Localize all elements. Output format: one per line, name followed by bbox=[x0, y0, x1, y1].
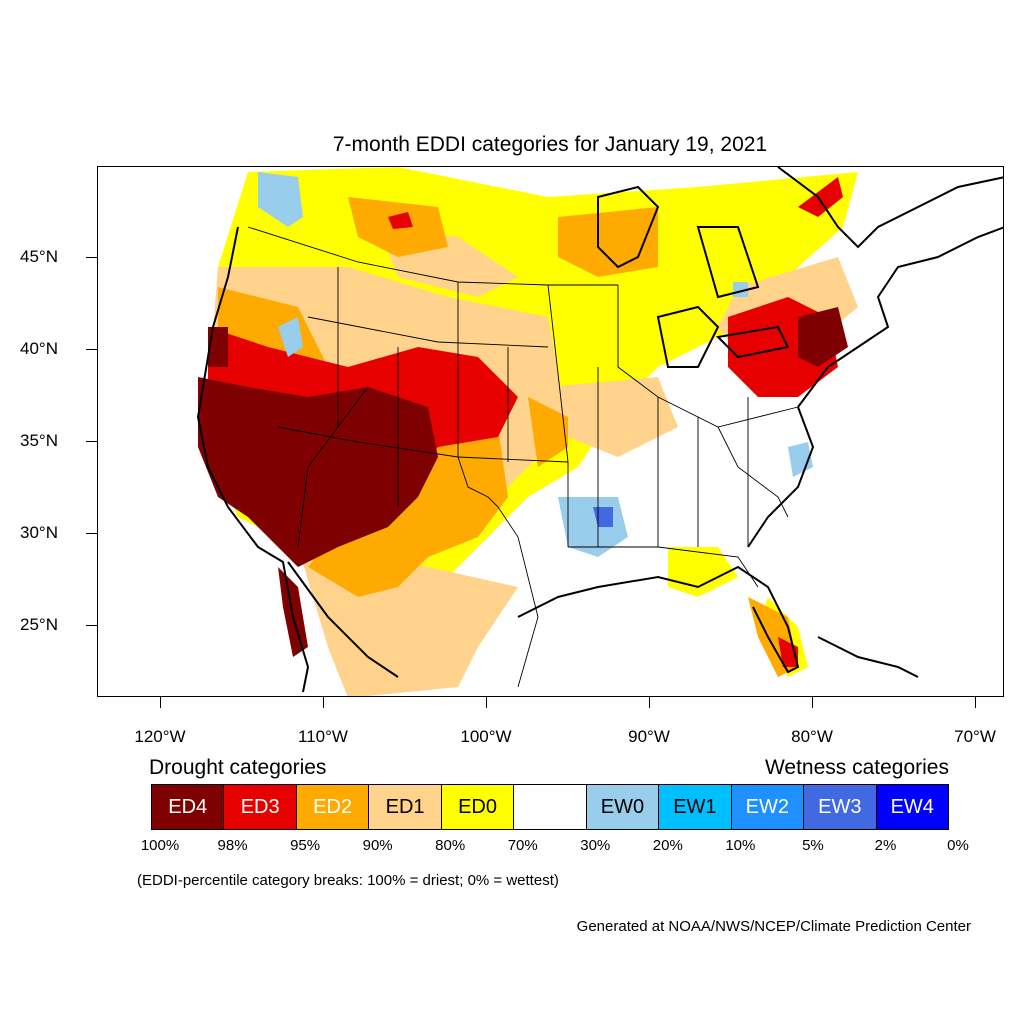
legend-swatch-ew1: EW1 bbox=[659, 785, 732, 829]
eddi-map bbox=[193, 167, 1003, 696]
lat-tick bbox=[86, 257, 97, 258]
lon-label: 110°W bbox=[298, 727, 348, 746]
credit-text: Generated at NOAA/NWS/NCEP/Climate Predi… bbox=[576, 918, 971, 935]
legend-swatch-ew3: EW3 bbox=[804, 785, 877, 829]
percentile-label: 2% bbox=[874, 837, 897, 854]
lon-label: 100°W bbox=[460, 727, 512, 746]
coastlines bbox=[196, 167, 1003, 693]
percentile-label: 80% bbox=[435, 837, 466, 854]
lat-label: 30°N bbox=[20, 523, 58, 542]
legend-colorbar: ED4 ED3 ED2 ED1 ED0 EW0 EW1 EW2 EW3 EW4 bbox=[151, 784, 949, 830]
percentile-label: 20% bbox=[652, 837, 683, 854]
lon-tick bbox=[812, 697, 813, 708]
legend-swatch-neutral bbox=[514, 785, 587, 829]
legend-swatch-ed3: ED3 bbox=[224, 785, 297, 829]
legend-swatch-ed0: ED0 bbox=[441, 785, 515, 829]
lon-tick bbox=[323, 697, 324, 708]
legend-swatch-ew4: EW4 bbox=[876, 785, 948, 829]
percentile-label: 90% bbox=[362, 837, 393, 854]
lon-tick bbox=[486, 697, 487, 708]
lat-tick bbox=[86, 441, 97, 442]
percentile-label: 98% bbox=[217, 837, 248, 854]
wetness-categories-label: Wetness categories bbox=[764, 756, 949, 779]
lon-tick bbox=[649, 697, 650, 708]
legend-swatch-ew2: EW2 bbox=[731, 785, 805, 829]
lon-label: 120°W bbox=[134, 727, 186, 746]
boundaries bbox=[247, 226, 799, 688]
lon-tick bbox=[975, 697, 976, 708]
map-title: 7-month EDDI categories for January 19, … bbox=[332, 133, 768, 156]
map-panel bbox=[97, 166, 1004, 697]
drought-categories-label: Drought categories bbox=[149, 756, 327, 779]
legend-swatch-ed1: ED1 bbox=[369, 785, 442, 829]
percentile-label: 10% bbox=[725, 837, 756, 854]
lat-label: 25°N bbox=[20, 615, 58, 634]
percentile-label: 95% bbox=[290, 837, 321, 854]
percentile-label: 5% bbox=[802, 837, 824, 854]
legend-swatch-ew0: EW0 bbox=[586, 785, 660, 829]
lat-tick bbox=[86, 533, 97, 534]
percentile-label: 0% bbox=[947, 837, 969, 854]
legend-swatch-ed2: ED2 bbox=[296, 785, 370, 829]
category-note: (EDDI-percentile category breaks: 100% =… bbox=[137, 872, 559, 889]
lat-tick bbox=[86, 625, 97, 626]
lat-label: 40°N bbox=[20, 339, 58, 358]
lon-label: 70°W bbox=[954, 727, 996, 746]
percentile-label: 70% bbox=[507, 837, 538, 854]
lon-label: 80°W bbox=[791, 727, 833, 746]
lat-label: 45°N bbox=[20, 247, 58, 266]
lat-tick bbox=[86, 349, 97, 350]
legend-swatch-ed4: ED4 bbox=[152, 785, 225, 829]
lat-label: 35°N bbox=[20, 431, 58, 450]
lon-label: 90°W bbox=[628, 727, 670, 746]
lon-tick bbox=[160, 697, 161, 708]
percentile-label: 30% bbox=[580, 837, 611, 854]
percentile-label: 100% bbox=[140, 837, 180, 854]
